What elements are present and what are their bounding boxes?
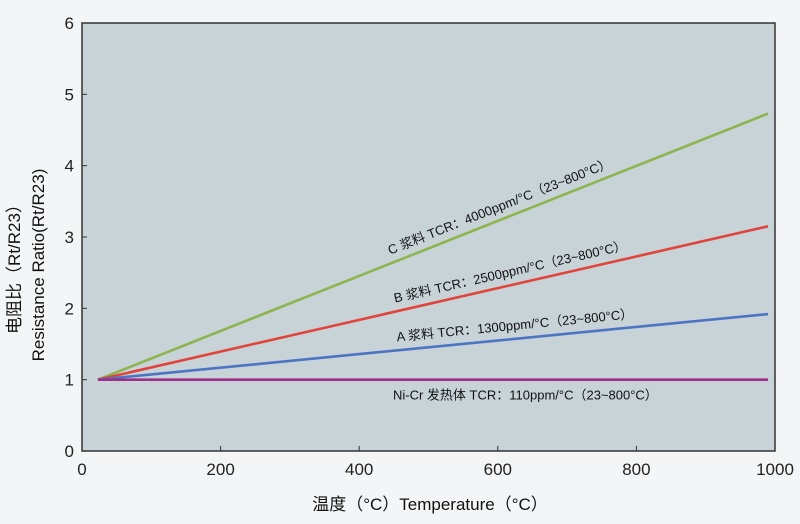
y-tick-label: 6 — [65, 14, 74, 33]
y-tick-label: 3 — [65, 228, 74, 247]
x-tick-label: 1000 — [756, 460, 794, 479]
x-tick-label: 800 — [622, 460, 650, 479]
y-axis-label-en: Resistance Ratio(Rt/R23) — [29, 169, 48, 362]
y-tick-label: 5 — [65, 85, 74, 104]
x-tick-label: 0 — [77, 460, 86, 479]
x-axis-label: 温度（°C）Temperature（°C） — [312, 495, 548, 514]
series-line-b — [97, 225, 769, 381]
x-tick-label: 600 — [484, 460, 512, 479]
series-line-a — [97, 312, 769, 381]
y-tick-label: 1 — [65, 371, 74, 390]
y-tick-label: 4 — [65, 157, 74, 176]
y-axis-label-zh: 电阻比（Rt/R23） — [5, 196, 24, 334]
series-line-c — [97, 112, 769, 381]
y-tick-label: 2 — [65, 299, 74, 318]
x-tick-label: 400 — [345, 460, 373, 479]
y-tick-label: 0 — [65, 442, 74, 461]
series-label-nicr: Ni-Cr 发热体 TCR：110ppm/°C（23~800°C） — [393, 388, 658, 403]
x-tick-label: 200 — [206, 460, 234, 479]
